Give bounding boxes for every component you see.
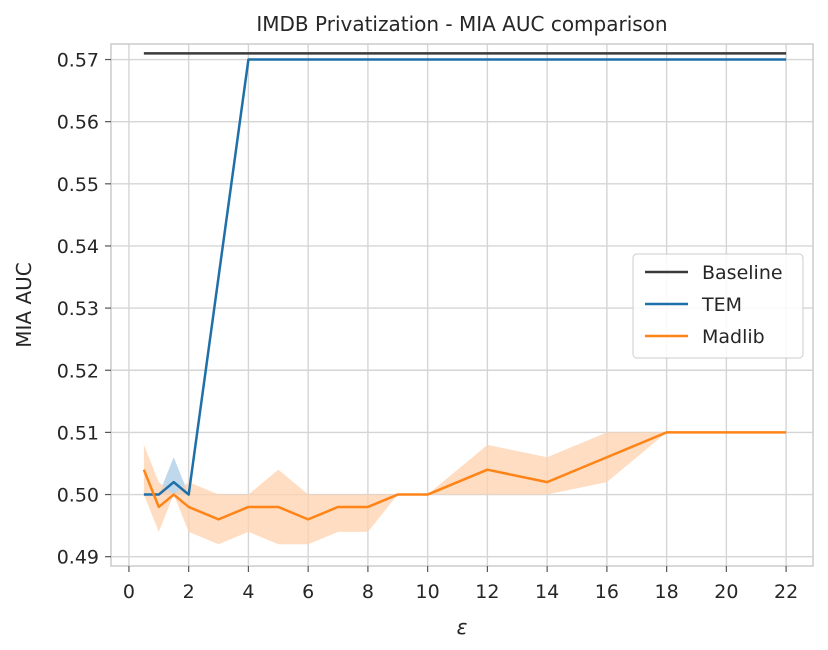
x-tick-label: 6 bbox=[302, 581, 314, 603]
madlib-data-point bbox=[367, 506, 369, 508]
madlib-data-point bbox=[785, 431, 787, 433]
y-tick-label: 0.53 bbox=[57, 298, 99, 320]
x-tick-label: 20 bbox=[714, 581, 738, 603]
madlib-data-point bbox=[158, 506, 160, 508]
x-tick-label: 22 bbox=[774, 581, 798, 603]
tem-data-point bbox=[143, 493, 145, 495]
y-tick-label: 0.56 bbox=[57, 112, 99, 134]
legend-box bbox=[632, 253, 804, 359]
tem-data-point bbox=[158, 493, 160, 495]
y-axis-ticks: 0.49 0.50 0.51 0.52 0.53 0.54 0.55 0.56 0.57 bbox=[57, 50, 111, 569]
tem-series-line bbox=[143, 58, 787, 496]
x-tick-label: 12 bbox=[475, 581, 499, 603]
madlib-data-point bbox=[606, 456, 608, 458]
madlib-data-point bbox=[486, 468, 488, 470]
madlib-data-point bbox=[217, 518, 219, 520]
madlib-data-point bbox=[725, 431, 727, 433]
y-tick-label: 0.49 bbox=[57, 547, 99, 569]
x-tick-label: 0 bbox=[123, 581, 135, 603]
legend-label-madlib: Madlib bbox=[702, 326, 765, 348]
madlib-data-point bbox=[173, 493, 175, 495]
y-tick-label: 0.54 bbox=[57, 236, 99, 258]
x-tick-label: 18 bbox=[655, 581, 679, 603]
y-tick-label: 0.55 bbox=[57, 174, 99, 196]
chart-title: IMDB Privatization - MIA AUC comparison bbox=[256, 12, 667, 36]
x-tick-label: 4 bbox=[242, 581, 254, 603]
confidence-bands bbox=[143, 59, 787, 545]
madlib-data-point bbox=[307, 518, 309, 520]
x-tick-label: 14 bbox=[535, 581, 559, 603]
y-tick-label: 0.52 bbox=[57, 360, 99, 382]
plot-frame bbox=[110, 43, 814, 567]
madlib-data-point bbox=[337, 506, 339, 508]
madlib-data-point bbox=[665, 431, 667, 433]
madlib-data-point bbox=[247, 506, 249, 508]
madlib-data-point bbox=[143, 468, 145, 470]
x-axis-label: ε bbox=[457, 615, 468, 639]
y-tick-label: 0.57 bbox=[57, 50, 99, 72]
x-axis-ticks: 0 2 4 6 8 10 12 14 16 18 20 22 bbox=[123, 566, 798, 603]
tem-data-point bbox=[187, 493, 189, 495]
madlib-data-point bbox=[426, 493, 428, 495]
madlib-data-point bbox=[397, 493, 399, 495]
baseline-data-point bbox=[143, 52, 145, 54]
madlib-data-point bbox=[277, 506, 279, 508]
x-tick-label: 16 bbox=[595, 581, 619, 603]
madlib-series-line bbox=[142, 431, 787, 521]
legend-label-tem: TEM bbox=[701, 294, 742, 316]
baseline-data-point bbox=[785, 52, 787, 54]
series-lines bbox=[142, 52, 787, 521]
x-tick-label: 2 bbox=[183, 581, 195, 603]
madlib-data-point bbox=[546, 481, 548, 483]
tem-data-point bbox=[173, 481, 175, 483]
legend: Baseline TEM Madlib bbox=[632, 253, 804, 359]
legend-label-baseline: Baseline bbox=[702, 262, 783, 284]
y-tick-label: 0.51 bbox=[57, 422, 99, 444]
tem-data-point bbox=[247, 58, 249, 60]
madlib-confidence-band bbox=[143, 432, 787, 545]
x-tick-label: 8 bbox=[362, 581, 374, 603]
tem-data-point bbox=[785, 58, 787, 60]
y-axis-label: MIA AUC bbox=[12, 262, 36, 347]
madlib-data-point bbox=[187, 506, 189, 508]
x-tick-label: 10 bbox=[416, 581, 440, 603]
y-tick-label: 0.50 bbox=[57, 485, 99, 507]
